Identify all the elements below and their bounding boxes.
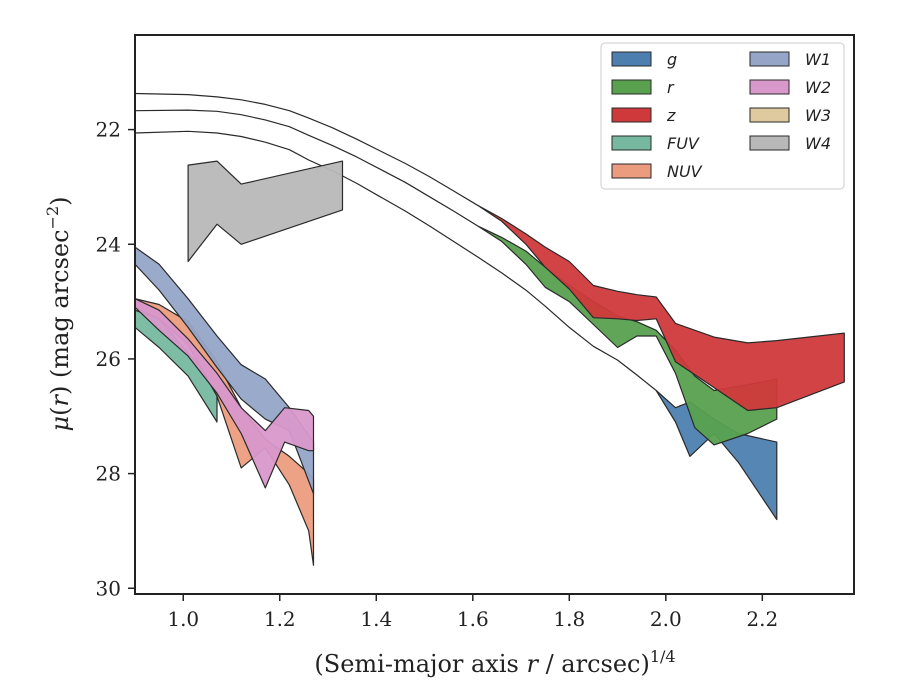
- y-tick-label: 24: [96, 232, 121, 256]
- legend-label-fuv: FUV: [667, 134, 700, 153]
- legend: grz FUV NUV W1 W2 W3 W4: [600, 42, 845, 190]
- y-tick-label: 28: [96, 462, 121, 486]
- plot-frame: [134, 34, 855, 595]
- band-g: [135, 130, 778, 521]
- y-tick-label: 30: [96, 576, 121, 600]
- legend-swatch-nuv: [611, 163, 652, 179]
- x-tick-label: 1.6: [457, 607, 489, 631]
- y-axis-title: μ(r) (mag arcsec−2): [43, 196, 74, 431]
- legend-swatch-w3: [749, 107, 790, 123]
- x-tick-label: 2.2: [746, 607, 778, 631]
- y-tick-label: 22: [96, 118, 121, 142]
- x-axis-title: (Semi-major axis r / arcsec)1/4: [314, 647, 675, 678]
- legend-swatch-r: [611, 79, 652, 95]
- x-tick-label: 1.2: [264, 607, 296, 631]
- legend-label-w2: W2: [805, 78, 831, 97]
- legend-label-w3: W3: [805, 106, 831, 125]
- legend-swatch-z: [611, 107, 652, 123]
- y-tick-label: 26: [96, 347, 121, 371]
- legend-label-w4: W4: [805, 134, 831, 153]
- legend-label-z: z: [666, 106, 676, 125]
- legend-label-r: r: [667, 78, 675, 97]
- legend-label-w1: W1: [805, 50, 831, 69]
- x-tick-label: 2.0: [650, 607, 682, 631]
- x-tick-label: 1.4: [360, 607, 392, 631]
- legend-swatch-fuv: [611, 135, 652, 151]
- legend-label-g: g: [667, 50, 677, 69]
- band-w2: [135, 298, 315, 489]
- axis-ticks: 1.0 1.2 1.4 1.6 1.8 2.0 2.2 22 24 26 28 30: [96, 118, 779, 631]
- legend-swatch-w1: [749, 51, 790, 67]
- legend-swatch-g: [611, 51, 652, 67]
- series-layer: [135, 92, 845, 566]
- legend-swatch-w4: [749, 135, 790, 151]
- band-z: [135, 92, 845, 412]
- legend-swatch-w2: [749, 79, 790, 95]
- band-w4: [187, 160, 344, 263]
- x-tick-label: 1.8: [553, 607, 585, 631]
- legend-label-nuv: NUV: [667, 162, 703, 181]
- x-tick-label: 1.0: [167, 607, 199, 631]
- band-w1: [135, 246, 315, 495]
